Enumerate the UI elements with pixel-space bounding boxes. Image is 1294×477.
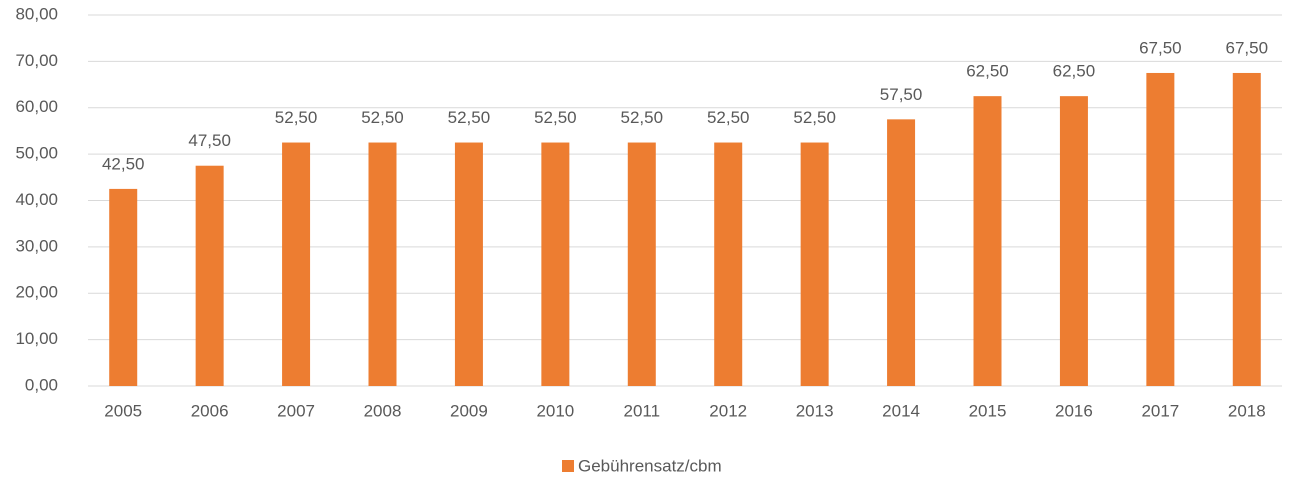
data-label: 62,50 [1053,62,1096,81]
x-tick-label: 2008 [364,401,402,420]
y-tick-label: 40,00 [15,190,58,209]
bar [195,165,224,386]
x-tick-label: 2007 [277,401,315,420]
bar [1059,96,1088,386]
data-label: 52,50 [534,108,577,127]
y-tick-label: 10,00 [15,329,58,348]
x-tick-label: 2006 [191,401,229,420]
bar [109,188,138,386]
x-tick-label: 2014 [882,401,920,420]
legend-label: Gebührensatz/cbm [578,456,722,475]
bar [887,119,916,386]
x-tick-label: 2016 [1055,401,1093,420]
data-label: 67,50 [1226,38,1269,57]
y-tick-label: 70,00 [15,51,58,70]
data-label: 57,50 [880,85,923,104]
x-tick-label: 2011 [624,401,661,420]
y-tick-label: 60,00 [15,97,58,116]
bar [1146,72,1175,386]
data-label: 47,50 [188,131,231,150]
bar [800,142,829,386]
bar [1232,72,1261,386]
x-tick-label: 2015 [969,401,1007,420]
x-tick-label: 2010 [536,401,574,420]
y-tick-label: 80,00 [15,4,58,23]
x-tick-label: 2005 [104,401,142,420]
bar [541,142,570,386]
bar [454,142,483,386]
y-tick-label: 30,00 [15,236,58,255]
y-tick-label: 20,00 [15,283,58,302]
x-tick-label: 2018 [1228,401,1266,420]
data-label: 52,50 [621,108,664,127]
data-label: 52,50 [448,108,491,127]
bar [973,96,1002,386]
data-label: 52,50 [793,108,836,127]
data-label: 52,50 [361,108,404,127]
data-label: 52,50 [275,108,318,127]
legend-swatch [562,460,574,472]
x-tick-label: 2013 [796,401,834,420]
bar [627,142,656,386]
data-label: 52,50 [707,108,750,127]
data-label: 67,50 [1139,38,1182,57]
x-tick-label: 2012 [709,401,747,420]
x-tick-label: 2017 [1141,401,1179,420]
data-label: 42,50 [102,154,145,173]
bar [368,142,397,386]
data-label: 62,50 [966,62,1009,81]
bar [282,142,311,386]
bar [714,142,743,386]
y-tick-label: 50,00 [15,144,58,163]
y-tick-label: 0,00 [25,375,58,394]
x-tick-label: 2009 [450,401,488,420]
